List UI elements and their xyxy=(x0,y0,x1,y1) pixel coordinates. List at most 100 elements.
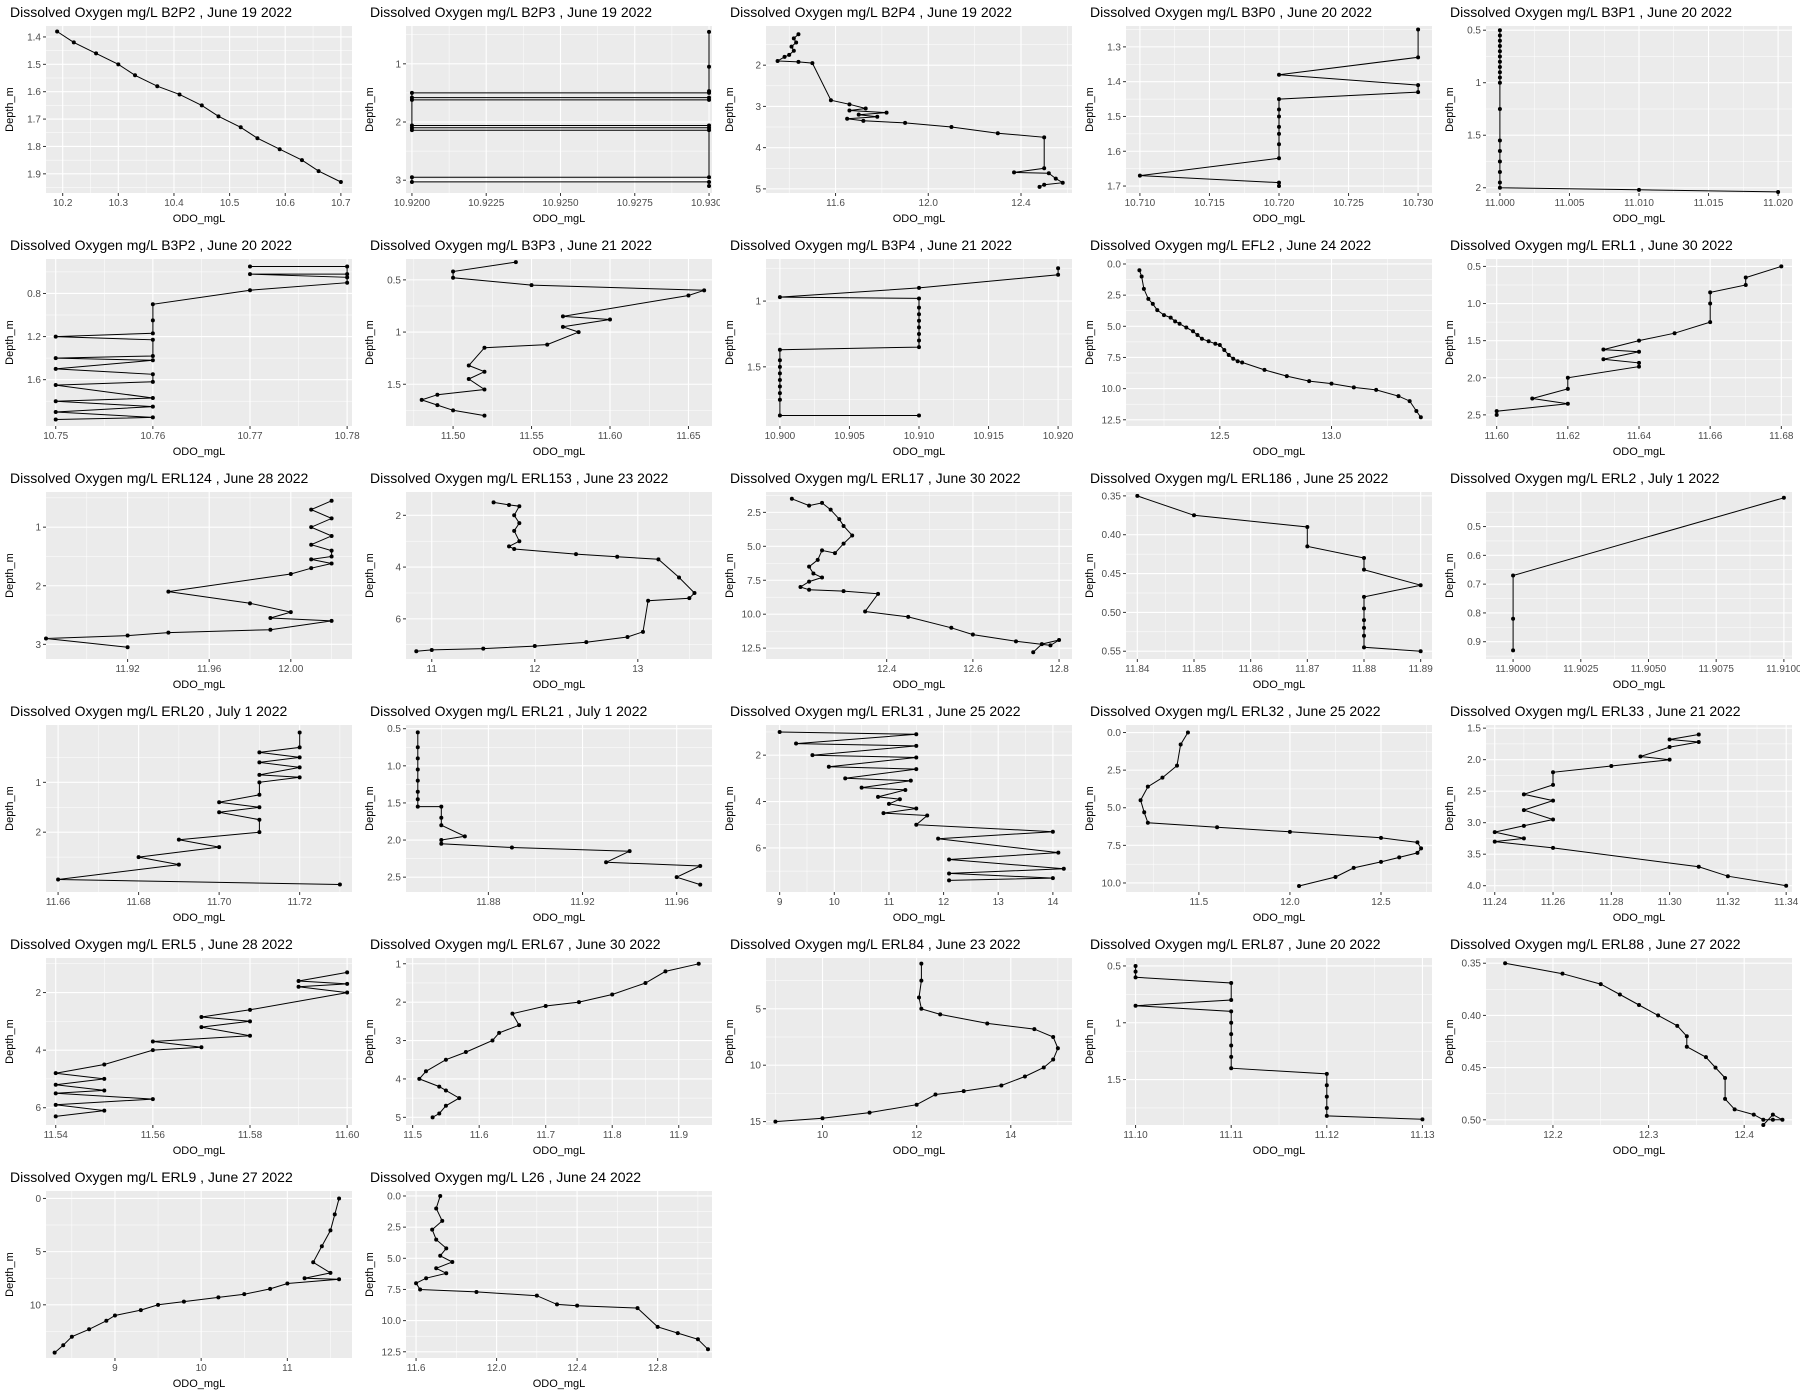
data-point xyxy=(1229,998,1234,1003)
data-point xyxy=(329,498,334,503)
data-point xyxy=(302,1276,307,1281)
data-point xyxy=(1743,275,1748,280)
plot-background xyxy=(406,492,712,659)
panel-title: Dissolved Oxygen mg/L B3P0 , June 20 202… xyxy=(1090,4,1372,20)
data-point xyxy=(914,755,919,760)
profile-line xyxy=(779,268,1059,416)
data-point xyxy=(329,618,334,623)
x-tick-label: 13.0 xyxy=(1322,431,1342,442)
data-point xyxy=(826,764,831,769)
y-tick-label: 0.5 xyxy=(1467,262,1481,273)
data-point xyxy=(116,62,121,67)
data-point xyxy=(961,1089,966,1094)
data-point xyxy=(841,523,846,528)
y-tick-label: 0.8 xyxy=(27,289,41,300)
x-tick-label: 11.62 xyxy=(1556,431,1581,442)
x-axis-label: ODO_mgL xyxy=(173,1378,226,1390)
data-point xyxy=(257,760,262,765)
x-tick-label: 10.4 xyxy=(164,198,184,209)
y-axis-label: Depth_m xyxy=(1084,786,1096,831)
x-tick-label: 11.96 xyxy=(665,897,690,908)
plot-background xyxy=(766,725,1072,892)
y-tick-label: 0.0 xyxy=(1107,728,1121,739)
y-tick-label: 1.5 xyxy=(27,60,41,71)
x-tick-label: 9 xyxy=(777,897,783,908)
profile-line xyxy=(415,1195,709,1350)
data-point xyxy=(150,353,155,358)
plot-background xyxy=(46,725,352,892)
y-tick-label: 7.5 xyxy=(1107,353,1121,364)
panel-title: Dissolved Oxygen mg/L ERL2 , July 1 2022 xyxy=(1450,470,1720,486)
data-point xyxy=(917,345,921,350)
data-point xyxy=(166,630,171,635)
x-tick-label: 11.70 xyxy=(207,897,232,908)
data-point xyxy=(707,64,712,69)
data-point xyxy=(775,59,780,64)
x-tick-label: 12.8 xyxy=(648,1363,668,1374)
data-point xyxy=(216,1295,221,1300)
x-axis-label: ODO_mgL xyxy=(1253,1145,1306,1157)
data-point xyxy=(847,102,852,107)
data-point xyxy=(1362,594,1366,599)
data-point xyxy=(102,1108,107,1113)
panel-title: Dissolved Oxygen mg/L ERL20 , July 1 202… xyxy=(10,703,288,719)
x-tick-label: 10.75 xyxy=(43,431,68,442)
x-tick-label: 12.8 xyxy=(1049,664,1069,675)
data-point xyxy=(434,1266,439,1271)
data-point xyxy=(1637,364,1641,369)
data-point xyxy=(777,729,782,734)
x-tick-label: 11.8 xyxy=(603,1130,622,1141)
data-point xyxy=(439,838,444,843)
data-point xyxy=(297,775,302,780)
y-tick-label: 2 xyxy=(395,511,401,522)
data-point xyxy=(707,175,712,180)
data-point xyxy=(1780,1117,1785,1122)
data-point xyxy=(474,1289,479,1294)
y-tick-label: 5.0 xyxy=(1107,322,1121,333)
data-point xyxy=(1277,142,1281,147)
data-point xyxy=(1022,1074,1027,1079)
data-point xyxy=(1060,180,1065,185)
data-point xyxy=(248,272,252,277)
plot-background xyxy=(1486,492,1792,659)
data-point xyxy=(1061,866,1066,871)
x-tick-label: 10.5 xyxy=(220,198,240,209)
data-point xyxy=(248,264,252,269)
x-tick-label: 9 xyxy=(112,1363,118,1374)
data-point xyxy=(1497,59,1502,64)
data-point xyxy=(856,112,861,117)
data-point xyxy=(532,644,537,649)
y-axis-label: Depth_m xyxy=(364,1252,376,1297)
data-point xyxy=(1146,296,1151,301)
data-point xyxy=(917,331,921,336)
data-point xyxy=(1732,1107,1737,1112)
panel-title: Dissolved Oxygen mg/L B3P3 , June 21 202… xyxy=(370,237,652,253)
data-point xyxy=(462,834,467,839)
data-point xyxy=(949,125,954,130)
x-tick-label: 11.68 xyxy=(1769,431,1794,442)
data-point xyxy=(345,275,350,280)
data-point xyxy=(615,554,620,559)
data-point xyxy=(125,645,130,650)
y-tick-label: 1.3 xyxy=(1107,42,1121,53)
data-point xyxy=(1217,342,1222,347)
x-tick-label: 10.715 xyxy=(1194,198,1225,209)
y-tick-label: 4 xyxy=(755,797,761,808)
data-point xyxy=(919,1006,924,1011)
x-tick-label: 11.9050 xyxy=(1631,664,1667,675)
x-tick-label: 11.9 xyxy=(669,1130,688,1141)
data-point xyxy=(1161,313,1166,318)
data-point xyxy=(345,970,350,975)
x-tick-label: 11.84 xyxy=(1125,664,1150,675)
data-point xyxy=(640,629,645,634)
data-point xyxy=(181,1299,186,1304)
x-axis-label: ODO_mgL xyxy=(533,1378,586,1390)
y-tick-label: 0.0 xyxy=(387,1191,401,1202)
data-point xyxy=(1055,1046,1060,1051)
data-point xyxy=(450,1260,455,1265)
x-axis-label: ODO_mgL xyxy=(1253,446,1306,458)
data-point xyxy=(435,392,440,397)
data-point xyxy=(150,415,155,420)
data-point xyxy=(677,575,682,580)
data-point xyxy=(1725,874,1730,879)
